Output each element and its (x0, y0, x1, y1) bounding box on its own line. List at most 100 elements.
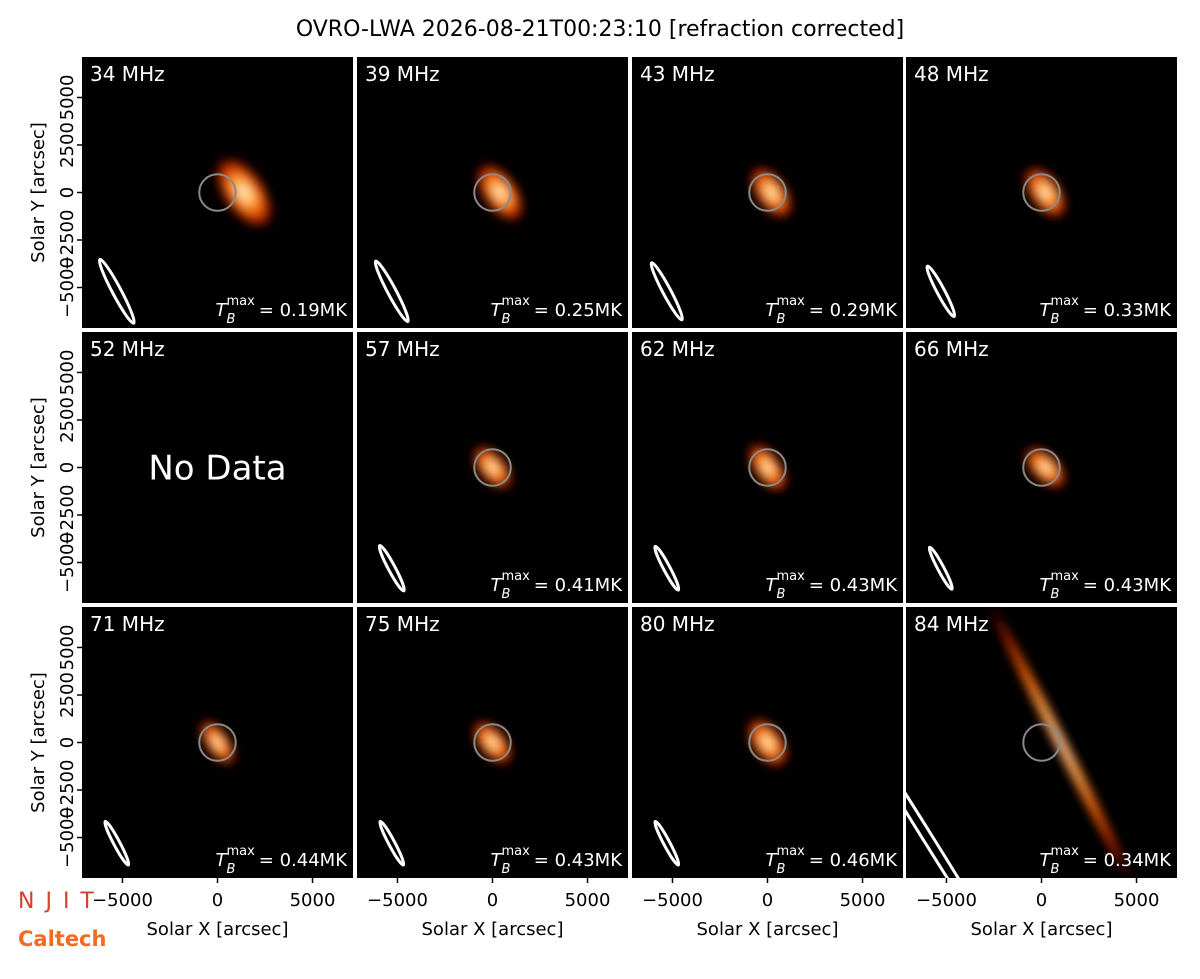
beam (653, 819, 681, 867)
beam (377, 544, 406, 593)
tb-value: = 0.33MK (1083, 300, 1172, 321)
y-axis-label: Solar Y [arcsec] (28, 672, 49, 813)
beam (373, 259, 410, 324)
solar-disk (748, 723, 787, 762)
tb-subscript: B (1051, 862, 1060, 877)
x-tick-label: 0 (1036, 890, 1047, 911)
frequency-label: 48 MHz (914, 62, 989, 86)
tb-max-label: TBmax = 0.29MK (766, 294, 899, 327)
y-tick-label: −5000 (57, 807, 78, 868)
tb-superscript: max (1050, 569, 1079, 584)
beam (653, 544, 681, 592)
x-tick-label: −5000 (916, 890, 977, 911)
beam (97, 257, 136, 325)
frequency-label: 57 MHz (365, 337, 440, 361)
tb-value: = 0.19MK (259, 300, 348, 321)
y-tick-label: 2500 (57, 122, 78, 168)
panel (906, 607, 1139, 878)
beam (927, 545, 954, 591)
panel (927, 444, 1069, 591)
tb-symbol: T (766, 575, 779, 596)
tb-value: = 0.29MK (809, 300, 898, 321)
solar-disk (198, 723, 237, 762)
tb-max-label: TBmax = 0.43MK (1040, 569, 1173, 602)
y-tick-label: 5000 (57, 350, 78, 396)
tb-value: = 0.43MK (534, 850, 623, 871)
beam (103, 819, 131, 867)
y-tick-label: 5000 (57, 75, 78, 121)
x-tick-label: −5000 (92, 890, 153, 911)
frequency-label: 62 MHz (640, 337, 715, 361)
tb-symbol: T (216, 850, 229, 871)
panel (103, 717, 238, 867)
tb-superscript: max (226, 294, 255, 309)
y-axis-label: Solar Y [arcsec] (28, 122, 49, 263)
y-axis-label: Solar Y [arcsec] (28, 397, 49, 538)
radio-source (748, 164, 795, 221)
tb-superscript: max (501, 294, 530, 309)
radio-source (470, 443, 515, 492)
tb-max-label: TBmax = 0.41MK (491, 569, 624, 602)
tb-superscript: max (776, 569, 805, 584)
solar-disk (748, 448, 787, 487)
y-tick-label: −5000 (57, 257, 78, 318)
radio-source (197, 717, 238, 768)
x-tick-label: 5000 (840, 890, 886, 911)
x-axis-label: Solar X [arcsec] (971, 919, 1113, 940)
tb-max-label: TBmax = 0.19MK (216, 294, 349, 327)
radio-source (1022, 164, 1069, 221)
panel (378, 718, 515, 867)
tb-max-label: TBmax = 0.44MK (216, 844, 349, 877)
x-axis-label: Solar X [arcsec] (697, 919, 839, 940)
tb-superscript: max (1050, 844, 1079, 859)
beam (906, 690, 1020, 878)
solar-disk (1022, 723, 1061, 762)
frequency-label: 84 MHz (914, 612, 989, 636)
radio-source (746, 441, 789, 494)
radio-source (474, 160, 527, 225)
solar-disk (748, 173, 787, 212)
tb-value: = 0.34MK (1083, 850, 1172, 871)
beam (378, 819, 406, 867)
frequency-label: 80 MHz (640, 612, 715, 636)
y-tick-label: 5000 (57, 625, 78, 671)
beam (649, 261, 684, 322)
panel (653, 715, 790, 867)
figure-title: OVRO-LWA 2026-08-21T00:23:10 [refraction… (296, 17, 904, 42)
tb-subscript: B (1051, 587, 1060, 602)
frequency-label: 34 MHz (90, 62, 165, 86)
tb-max-label: TBmax = 0.34MK (1040, 844, 1173, 877)
panel-background (82, 57, 353, 328)
solar-disk (473, 448, 512, 487)
tb-subscript: B (502, 587, 511, 602)
panel-background (82, 332, 353, 603)
solar-disk (473, 173, 512, 212)
frequency-label: 71 MHz (90, 612, 165, 636)
solar-disk (198, 173, 237, 212)
x-tick-label: 0 (487, 890, 498, 911)
y-tick-label: −2500 (57, 210, 78, 271)
tb-superscript: max (776, 294, 805, 309)
tb-symbol: T (491, 300, 504, 321)
frequency-label: 52 MHz (90, 337, 165, 361)
tb-subscript: B (227, 312, 236, 327)
tb-symbol: T (1040, 575, 1053, 596)
tb-symbol: T (491, 575, 504, 596)
tb-symbol: T (1040, 300, 1053, 321)
x-tick-label: 0 (212, 890, 223, 911)
solar-disk (1022, 173, 1061, 212)
frequency-label: 39 MHz (365, 62, 440, 86)
tb-subscript: B (1051, 312, 1060, 327)
tb-value: = 0.44MK (259, 850, 348, 871)
x-axis-label: Solar X [arcsec] (147, 919, 289, 940)
tb-subscript: B (502, 862, 511, 877)
tb-max-label: TBmax = 0.25MK (491, 294, 624, 327)
y-tick-label: 0 (57, 737, 78, 748)
tb-superscript: max (1050, 294, 1079, 309)
tb-max-label: TBmax = 0.46MK (766, 844, 899, 877)
tb-symbol: T (1040, 850, 1053, 871)
frequency-label: 66 MHz (914, 337, 989, 361)
frequency-label: 75 MHz (365, 612, 440, 636)
tb-superscript: max (501, 569, 530, 584)
panel-background (906, 607, 1177, 878)
